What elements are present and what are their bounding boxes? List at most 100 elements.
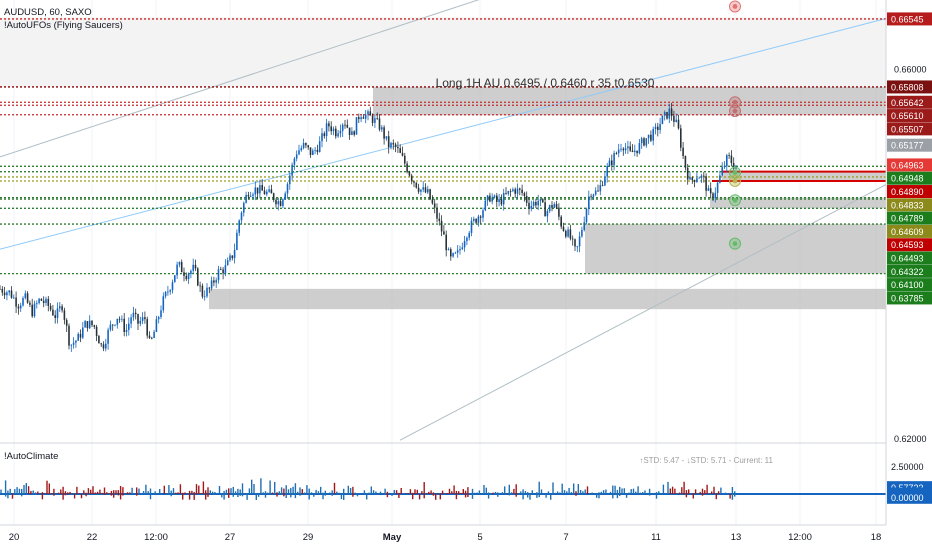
candle[interactable] [210, 280, 213, 289]
candle[interactable] [491, 197, 493, 202]
candle[interactable] [463, 241, 466, 248]
candle[interactable] [245, 194, 247, 203]
candle[interactable] [295, 154, 298, 159]
candle[interactable] [169, 290, 171, 292]
candle[interactable] [500, 199, 503, 205]
candle[interactable] [477, 216, 480, 223]
candle[interactable] [535, 201, 537, 206]
candle[interactable] [507, 190, 510, 194]
candle[interactable] [203, 296, 206, 298]
candle[interactable] [231, 255, 234, 259]
candle[interactable] [360, 117, 362, 120]
candle[interactable] [537, 200, 539, 206]
candle[interactable] [49, 305, 52, 310]
candle[interactable] [77, 333, 79, 341]
price-level-badge[interactable]: 0.64609 [887, 224, 932, 238]
candle[interactable] [337, 133, 339, 137]
price-level-badge[interactable]: 0.64100 [887, 278, 932, 292]
candle[interactable] [588, 196, 590, 209]
candle[interactable] [452, 253, 454, 257]
candle[interactable] [551, 205, 553, 208]
candle[interactable] [56, 308, 59, 318]
candle[interactable] [316, 149, 319, 153]
price-level-badge[interactable]: 0.64948 [887, 171, 932, 185]
oscillator-title[interactable]: !AutoClimate [4, 451, 58, 462]
candle[interactable] [176, 264, 178, 276]
candle[interactable] [167, 291, 169, 293]
candle[interactable] [707, 188, 710, 191]
candle[interactable] [525, 196, 528, 203]
candle[interactable] [148, 335, 151, 338]
candle[interactable] [680, 128, 682, 148]
candle[interactable] [719, 175, 721, 183]
candle[interactable] [443, 231, 445, 235]
price-level-badge[interactable]: 0.64493 [887, 251, 932, 265]
candle[interactable] [252, 194, 254, 196]
candle[interactable] [592, 194, 595, 197]
candle[interactable] [521, 189, 523, 193]
candle[interactable] [691, 177, 694, 181]
candle[interactable] [141, 317, 144, 321]
candle[interactable] [344, 124, 346, 126]
candle[interactable] [300, 148, 303, 151]
candle[interactable] [732, 163, 735, 169]
candle[interactable] [233, 249, 236, 259]
candle[interactable] [555, 204, 558, 208]
candle[interactable] [645, 138, 648, 146]
candle[interactable] [29, 302, 31, 305]
candle[interactable] [270, 189, 273, 194]
ufo-marker[interactable] [729, 105, 741, 118]
candle[interactable] [553, 204, 556, 208]
candle[interactable] [730, 155, 733, 164]
candle[interactable] [247, 194, 250, 197]
candle[interactable] [546, 210, 549, 217]
candle[interactable] [456, 250, 459, 253]
candle[interactable] [259, 185, 261, 194]
candle[interactable] [594, 190, 597, 195]
oscillator-pane[interactable]: !AutoClimate ↑STD: 5.47 - ↓STD: 5.71 - C… [0, 451, 886, 500]
candle[interactable] [482, 210, 484, 218]
candle[interactable] [558, 207, 560, 217]
candle[interactable] [431, 199, 434, 204]
candle[interactable] [413, 181, 415, 183]
candle[interactable] [137, 314, 139, 324]
candle[interactable] [164, 292, 167, 297]
ufo-marker[interactable] [729, 96, 741, 109]
candle[interactable] [118, 318, 121, 320]
candle[interactable] [663, 112, 666, 116]
candle[interactable] [40, 298, 43, 301]
candle[interactable] [22, 298, 24, 306]
candle[interactable] [466, 237, 468, 242]
candle[interactable] [132, 312, 135, 318]
candle[interactable] [677, 119, 680, 129]
trendline[interactable] [0, 0, 520, 158]
symbol-title[interactable]: AUDUSD, 60, SAXO [4, 7, 92, 18]
candle[interactable] [355, 117, 358, 135]
candle[interactable] [532, 201, 535, 206]
candle[interactable] [475, 218, 477, 223]
candle[interactable] [93, 325, 96, 327]
candle[interactable] [130, 317, 132, 324]
candle[interactable] [339, 130, 342, 134]
candle[interactable] [700, 175, 703, 178]
candle[interactable] [548, 205, 551, 211]
candle[interactable] [144, 317, 146, 320]
candle[interactable] [100, 343, 102, 345]
candle[interactable] [335, 128, 337, 137]
candle[interactable] [378, 118, 381, 130]
price-level-badge[interactable]: 0.64593 [887, 238, 932, 252]
candle[interactable] [659, 124, 661, 130]
candle[interactable] [190, 270, 192, 275]
candle[interactable] [406, 163, 408, 172]
candle[interactable] [661, 115, 664, 125]
candle[interactable] [399, 148, 401, 153]
candle[interactable] [302, 143, 305, 149]
candle[interactable] [42, 300, 45, 303]
candle[interactable] [328, 123, 330, 127]
candle[interactable] [72, 342, 75, 345]
candle[interactable] [364, 114, 367, 119]
candle[interactable] [109, 324, 112, 330]
candle[interactable] [187, 274, 190, 280]
candle[interactable] [33, 303, 36, 317]
candle[interactable] [275, 200, 277, 205]
